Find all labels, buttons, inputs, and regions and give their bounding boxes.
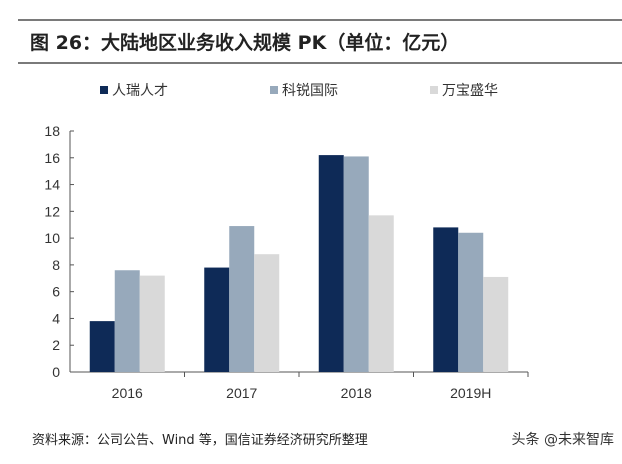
bar-2016-0 <box>89 321 115 372</box>
y-tick-label: 6 <box>52 284 60 300</box>
y-tick-label: 18 <box>44 123 60 139</box>
source-note: 资料来源：公司公告、Wind 等，国信证券经济研究所整理 <box>32 433 368 448</box>
bar-2016-2 <box>139 275 165 372</box>
legend: 人瑞人才 科锐国际 万宝盛华 <box>0 80 622 102</box>
legend-item-renrui: 人瑞人才 <box>100 80 168 100</box>
bar-2017-0 <box>204 267 230 372</box>
top-rule <box>18 19 622 21</box>
legend-label: 万宝盛华 <box>442 83 498 99</box>
y-tick-label: 16 <box>44 150 60 166</box>
legend-item-manpower: 万宝盛华 <box>430 80 498 100</box>
legend-item-kerui: 科锐国际 <box>270 80 338 100</box>
x-tick-label: 2019H <box>450 385 491 401</box>
bar-2019H-2 <box>483 276 509 372</box>
figure-title: 图 26：大陆地区业务收入规模 PK（单位：亿元） <box>30 32 460 54</box>
y-tick-label: 2 <box>52 337 60 353</box>
bar-2017-2 <box>254 254 280 372</box>
x-tick-label: 2016 <box>112 385 143 401</box>
y-tick-label: 8 <box>52 257 60 273</box>
bar-2018-1 <box>343 156 369 372</box>
bar-2018-2 <box>368 215 394 372</box>
bar-2019H-1 <box>458 232 484 372</box>
legend-swatch <box>430 86 438 94</box>
legend-label: 科锐国际 <box>282 83 338 99</box>
bar-2019H-0 <box>433 227 459 372</box>
y-tick-label: 14 <box>44 177 60 193</box>
x-tick-label: 2018 <box>341 385 372 401</box>
bar-2018-0 <box>318 155 344 372</box>
title-rule <box>18 62 622 64</box>
watermark: 头条 @未来智库 <box>511 432 614 448</box>
legend-label: 人瑞人才 <box>112 83 168 99</box>
y-tick-label: 4 <box>52 310 60 326</box>
legend-swatch <box>270 86 278 94</box>
y-tick-label: 0 <box>52 364 60 380</box>
y-tick-label: 10 <box>44 230 60 246</box>
bar-2017-1 <box>229 226 255 372</box>
x-tick-label: 2017 <box>226 385 257 401</box>
y-tick-label: 12 <box>44 203 60 219</box>
bar-2016-1 <box>114 270 140 372</box>
legend-swatch <box>100 86 108 94</box>
